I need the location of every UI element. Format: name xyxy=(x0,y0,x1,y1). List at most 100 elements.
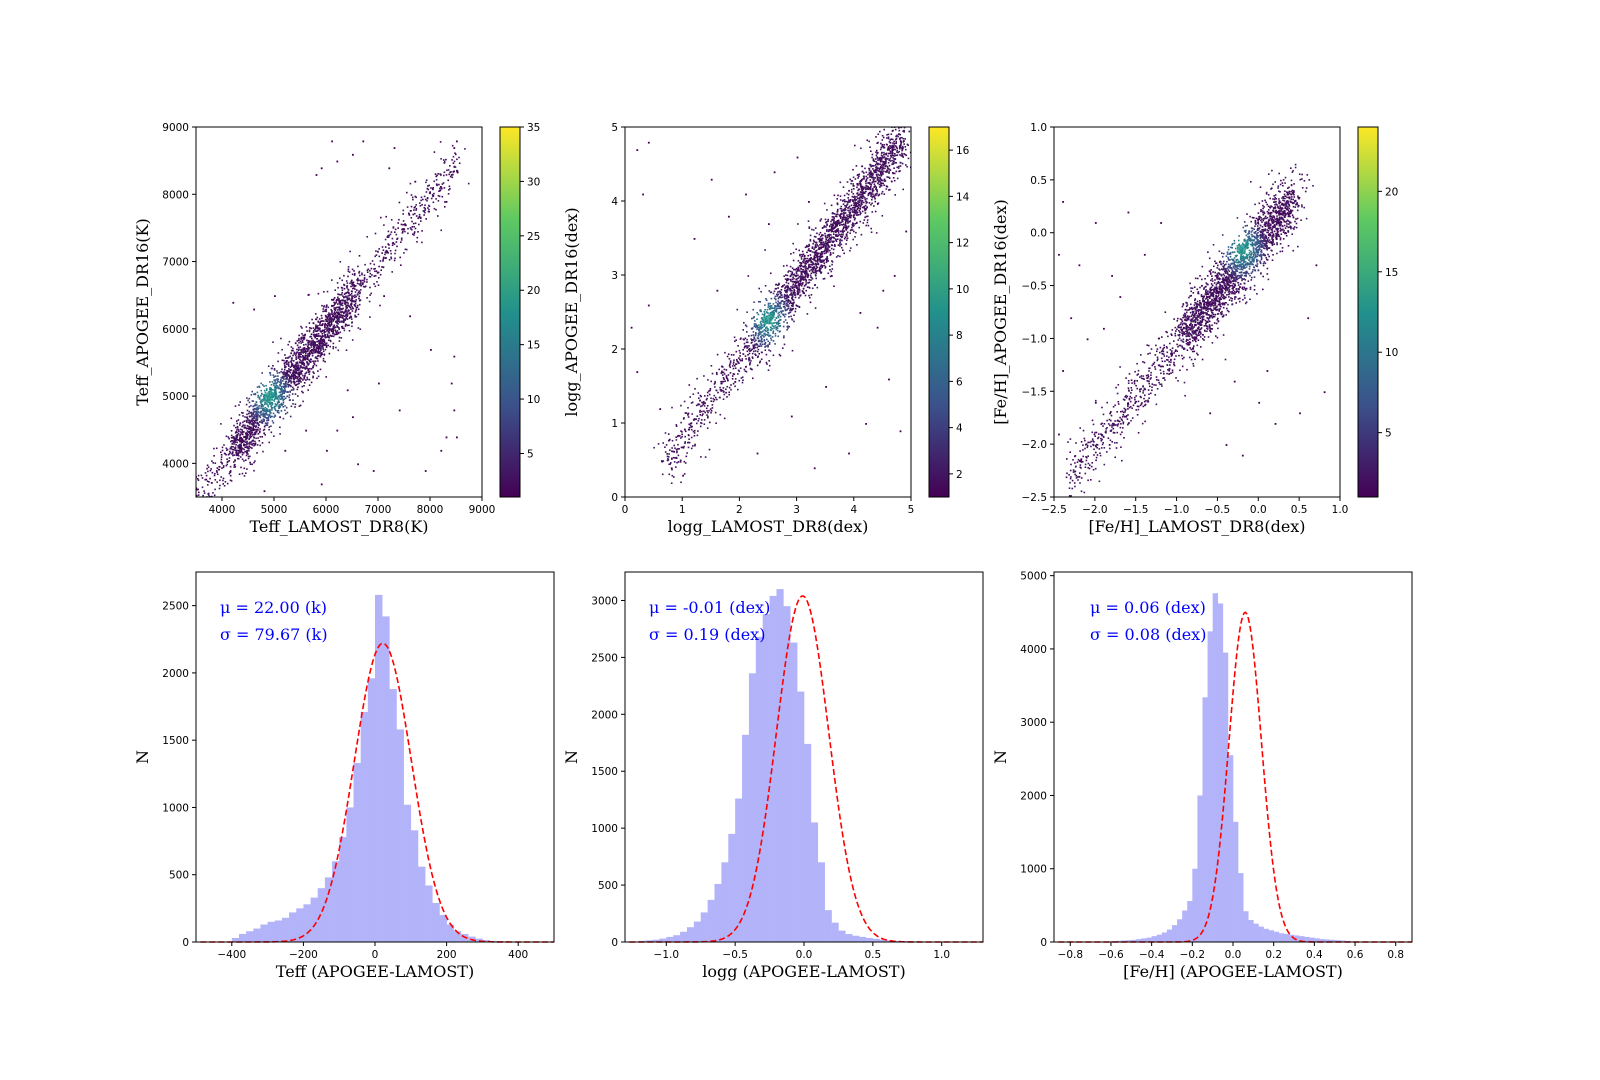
scatter-point xyxy=(337,332,340,335)
scatter-point xyxy=(232,449,235,451)
scatter-point xyxy=(877,179,880,182)
scatter-point xyxy=(867,192,870,195)
scatter-point xyxy=(761,337,763,340)
scatter-point xyxy=(233,447,236,449)
scatter-point xyxy=(264,410,266,412)
scatter-point xyxy=(877,202,880,204)
scatter-point xyxy=(846,239,848,242)
scatter-point xyxy=(891,124,893,126)
scatter-point xyxy=(905,154,908,157)
scatter-point xyxy=(755,332,757,334)
scatter-point xyxy=(874,200,877,203)
scatter-point xyxy=(751,356,754,358)
scatter-point xyxy=(298,341,300,344)
scatter-point xyxy=(319,344,322,347)
scatter-point xyxy=(320,348,322,351)
scatter-point xyxy=(343,302,346,304)
scatter-point xyxy=(251,420,253,423)
scatter-point xyxy=(800,268,803,270)
scatter-point xyxy=(305,366,307,369)
scatter-point xyxy=(852,199,854,201)
scatter-point xyxy=(776,323,778,325)
scatter-point xyxy=(336,314,339,317)
scatter-point xyxy=(355,295,357,298)
scatter-point xyxy=(280,337,282,340)
scatter-point xyxy=(307,341,309,344)
scatter-point xyxy=(872,195,874,198)
scatter-point xyxy=(439,141,442,143)
scatter-point xyxy=(382,260,384,262)
scatter-point xyxy=(703,375,705,377)
scatter-point xyxy=(812,267,814,270)
scatter-point xyxy=(437,215,439,217)
scatter-point xyxy=(433,180,435,183)
scatter-point xyxy=(273,394,276,397)
scatter-point xyxy=(313,335,316,337)
scatter-point xyxy=(854,200,856,202)
scatter-point xyxy=(895,138,898,140)
scatter-point xyxy=(333,317,336,319)
scatter-point xyxy=(413,231,416,233)
scatter-point xyxy=(893,179,896,182)
scatter-point xyxy=(206,464,209,467)
scatter-point xyxy=(303,336,306,339)
scatter-point xyxy=(243,475,246,477)
scatter-point xyxy=(819,231,822,234)
scatter-point xyxy=(775,311,778,313)
scatter-point xyxy=(293,351,296,354)
scatter-point xyxy=(879,171,882,173)
scatter-point xyxy=(196,510,198,512)
scatter-point xyxy=(308,371,311,373)
scatter-point xyxy=(455,153,457,156)
scatter-point xyxy=(430,349,432,351)
scatter-point xyxy=(762,330,764,332)
scatter-point xyxy=(903,153,905,155)
scatter-point xyxy=(356,282,359,285)
scatter-point xyxy=(294,377,297,379)
scatter-point xyxy=(349,282,351,285)
scatter-point xyxy=(353,270,355,272)
scatter-point xyxy=(889,169,892,171)
scatter-point xyxy=(786,305,788,307)
scatter-point xyxy=(302,352,305,354)
scatter-point xyxy=(332,330,334,333)
scatter-point xyxy=(764,349,767,351)
scatter-point xyxy=(438,183,440,186)
scatter-point xyxy=(774,295,777,298)
scatter-point xyxy=(396,238,398,240)
scatter-point xyxy=(708,393,711,396)
scatter-point xyxy=(432,201,435,204)
scatter-point xyxy=(287,375,289,377)
scatter-point xyxy=(296,344,299,347)
scatter-point xyxy=(859,206,862,208)
scatter-point xyxy=(871,198,873,201)
scatter-point xyxy=(895,113,897,115)
scatter-point xyxy=(439,173,441,175)
scatter-point xyxy=(772,354,775,357)
scatter-point xyxy=(416,236,419,239)
scatter-point xyxy=(750,327,753,330)
scatter-point xyxy=(710,365,713,367)
scatter-point xyxy=(246,413,248,416)
scatter-point xyxy=(852,216,855,219)
scatter-point xyxy=(325,320,327,322)
scatter-point xyxy=(883,180,886,182)
scatter-point xyxy=(863,175,865,178)
scatter-point xyxy=(288,380,290,383)
scatter-point xyxy=(347,266,350,268)
scatter-point xyxy=(868,192,871,194)
scatter-point xyxy=(839,199,842,201)
scatter-point xyxy=(673,444,675,447)
scatter-point xyxy=(777,335,779,338)
scatter-point xyxy=(357,463,359,466)
scatter-point xyxy=(256,386,259,388)
scatter-point xyxy=(860,199,862,201)
scatter-point xyxy=(285,406,288,409)
y-axis-label: Teff_APOGEE_DR16(K) xyxy=(133,218,152,406)
scatter-point xyxy=(756,346,758,349)
scatter-point xyxy=(741,381,744,384)
scatter-point xyxy=(304,375,306,377)
scatter-point xyxy=(789,270,792,273)
scatter-point xyxy=(794,292,797,294)
scatter-point xyxy=(264,412,267,415)
